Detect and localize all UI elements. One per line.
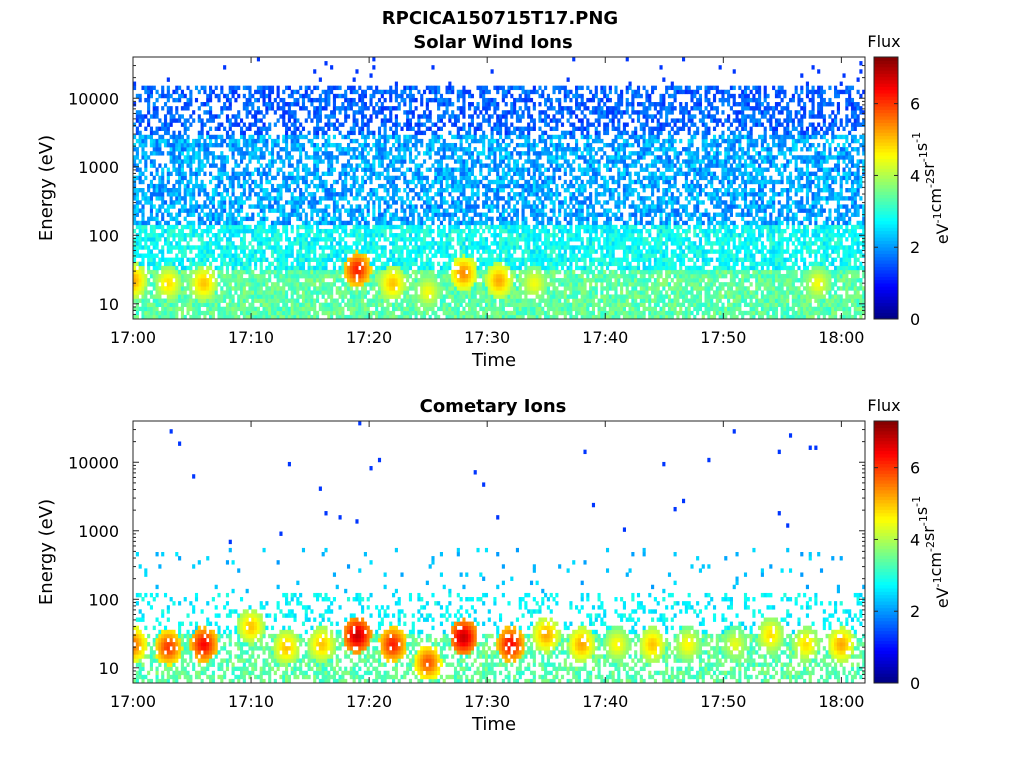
y-tick-label: 10 — [99, 659, 119, 678]
y-tick-label: 100 — [88, 226, 119, 245]
spectrogram — [133, 421, 866, 684]
panel-title: Solar Wind Ions — [413, 32, 572, 53]
y-ticks: 10 100 1000 10000 — [68, 56, 865, 320]
colorbar-title: Flux — [867, 32, 900, 51]
x-ticks: 17:00 17:10 17:20 17:30 17:40 17:50 18:00 — [110, 57, 864, 347]
y-tick-label: 1000 — [78, 522, 119, 541]
y-axis-label: Energy (eV) — [36, 135, 57, 241]
colorbar-tick-label: 2 — [910, 238, 920, 257]
colorbar-tick-label: 6 — [910, 459, 920, 478]
plot-frame — [132, 420, 866, 684]
colorbar-tick-label: 0 — [910, 310, 920, 329]
figure-title: RPCICA150715T17.PNG — [382, 8, 618, 29]
x-ticks: 17:00 17:10 17:20 17:30 17:40 17:50 18:00 — [110, 421, 864, 711]
colorbar-tick-label: 4 — [910, 166, 920, 185]
y-tick-label: 100 — [88, 590, 119, 609]
spectrogram — [133, 57, 866, 320]
x-tick-label: 17:50 — [700, 692, 746, 711]
colorbar-tick-label: 4 — [910, 530, 920, 549]
panel-solar-wind-ions: Solar Wind Ions 17:00 17:10 17:20 17:30 17:40… — [36, 32, 952, 371]
y-tick-label: 10000 — [68, 453, 119, 472]
x-tick-label: 17:20 — [346, 328, 392, 347]
y-tick-label: 10 — [99, 295, 119, 314]
y-ticks: 10 100 1000 10000 — [68, 420, 865, 684]
colorbar: 0 2 4 6 Flux eV-1cm-2sr-1s-1 — [867, 396, 952, 693]
x-axis-label: Time — [471, 714, 516, 735]
colorbar-tick-label: 2 — [910, 602, 920, 621]
y-tick-label: 10000 — [68, 89, 119, 108]
x-tick-label: 17:10 — [228, 328, 274, 347]
colorbar-unit-label: eV-1cm-2sr-1s-1 — [910, 496, 952, 608]
x-tick-label: 17:00 — [110, 328, 156, 347]
panel-title: Cometary Ions — [420, 396, 567, 417]
x-tick-label: 17:20 — [346, 692, 392, 711]
y-tick-label: 1000 — [78, 158, 119, 177]
colorbar-tick-label: 6 — [910, 95, 920, 114]
x-tick-label: 18:00 — [818, 692, 864, 711]
y-axis-label: Energy (eV) — [36, 499, 57, 605]
colorbar: 0 2 4 6 Flux eV-1cm-2sr-1s-1 — [867, 32, 952, 329]
x-axis-label: Time — [471, 350, 516, 371]
x-tick-label: 17:40 — [582, 328, 628, 347]
colorbar-unit-label: eV-1cm-2sr-1s-1 — [910, 132, 952, 244]
x-tick-label: 18:00 — [818, 328, 864, 347]
x-tick-label: 17:30 — [464, 328, 510, 347]
x-tick-label: 17:50 — [700, 328, 746, 347]
colorbar-tick-label: 0 — [910, 674, 920, 693]
x-tick-label: 17:10 — [228, 692, 274, 711]
x-tick-label: 17:40 — [582, 692, 628, 711]
x-tick-label: 17:30 — [464, 692, 510, 711]
colorbar-title: Flux — [867, 396, 900, 415]
x-tick-label: 17:00 — [110, 692, 156, 711]
plot-frame — [132, 56, 866, 320]
